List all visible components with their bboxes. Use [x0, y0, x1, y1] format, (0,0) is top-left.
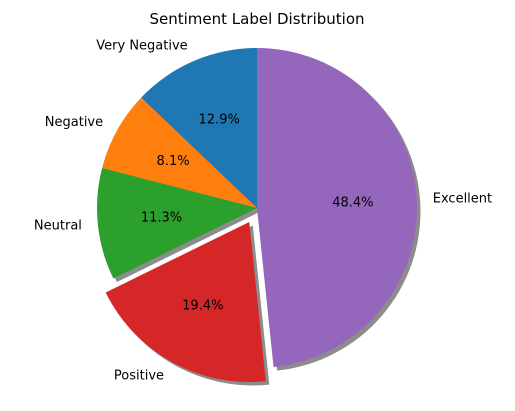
slice-very-negative [141, 48, 257, 208]
slice-positive [105, 222, 266, 383]
slice-pct-negative: 8.1% [157, 154, 190, 169]
slice-labels: Very Negative 12.9% Negative 8.1% Neutral 11.… [34, 39, 492, 384]
slice-excellent [257, 48, 418, 368]
slice-label-very-negative: Very Negative [96, 39, 187, 54]
slice-pct-excellent: 48.4% [332, 196, 373, 211]
slice-label-excellent: Excellent [433, 191, 492, 206]
slice-negative [102, 97, 257, 208]
slice-label-negative: Negative [45, 115, 103, 130]
chart-title: Sentiment Label Distribution [149, 10, 364, 28]
slice-pct-very-negative: 12.9% [199, 112, 240, 127]
pie-slices [97, 48, 418, 383]
slice-neutral [97, 168, 257, 279]
slice-pct-neutral: 11.3% [141, 210, 182, 225]
slice-label-neutral: Neutral [34, 218, 82, 233]
slice-pct-positive: 19.4% [182, 299, 223, 314]
slice-label-positive: Positive [114, 369, 164, 384]
